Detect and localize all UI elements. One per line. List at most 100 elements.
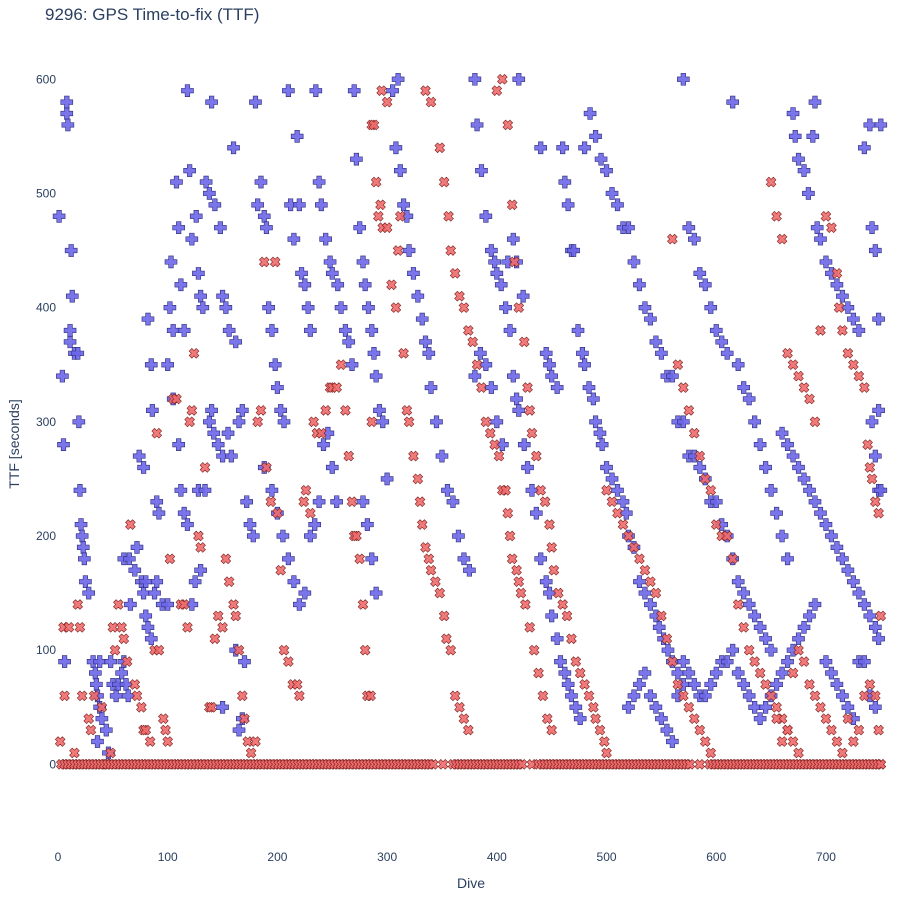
x-marker bbox=[195, 542, 206, 553]
cross-marker bbox=[709, 324, 723, 337]
cross-marker bbox=[132, 449, 146, 463]
cross-marker bbox=[847, 312, 860, 326]
cross-marker bbox=[770, 678, 783, 691]
cross-marker bbox=[144, 358, 158, 372]
cross-marker bbox=[268, 358, 282, 372]
cross-marker bbox=[104, 655, 117, 668]
x-marker bbox=[368, 119, 380, 131]
cross-marker bbox=[869, 449, 882, 463]
cross-marker bbox=[345, 358, 359, 372]
cross-marker bbox=[415, 312, 429, 326]
x-marker bbox=[72, 599, 84, 610]
x-marker bbox=[308, 416, 319, 428]
cross-marker bbox=[468, 72, 482, 86]
x-marker bbox=[425, 564, 437, 576]
cross-marker bbox=[494, 278, 508, 292]
x-marker bbox=[760, 679, 771, 690]
cross-marker bbox=[470, 118, 484, 132]
x-marker bbox=[162, 736, 174, 747]
cross-marker bbox=[194, 563, 207, 577]
cross-marker bbox=[698, 689, 712, 703]
x-marker bbox=[590, 713, 601, 724]
cross-marker bbox=[170, 175, 183, 189]
cross-marker bbox=[688, 678, 701, 691]
cross-marker bbox=[188, 575, 202, 588]
cross-marker bbox=[742, 392, 756, 406]
x-tick-label: 600 bbox=[706, 850, 726, 864]
x-marker bbox=[650, 587, 662, 599]
x-marker bbox=[217, 622, 228, 633]
x-marker bbox=[491, 85, 503, 96]
x-marker bbox=[497, 73, 508, 85]
y-tick-label: 500 bbox=[36, 186, 56, 200]
x-marker bbox=[370, 176, 382, 188]
cross-marker bbox=[222, 324, 236, 337]
x-marker bbox=[449, 268, 461, 279]
x-marker bbox=[683, 405, 695, 416]
x-marker bbox=[826, 724, 837, 736]
x-marker bbox=[96, 701, 108, 713]
cross-marker bbox=[764, 643, 778, 657]
x-marker bbox=[237, 690, 248, 702]
cross-marker bbox=[698, 278, 712, 292]
x-marker bbox=[467, 336, 478, 348]
x-marker bbox=[186, 405, 198, 416]
cross-marker bbox=[688, 232, 701, 246]
cross-marker bbox=[847, 575, 860, 588]
cross-marker bbox=[781, 438, 794, 451]
cross-marker bbox=[622, 221, 635, 234]
cross-marker bbox=[287, 232, 301, 246]
cross-marker bbox=[304, 324, 317, 337]
x-marker bbox=[278, 644, 290, 656]
cross-marker bbox=[284, 198, 297, 212]
cross-marker bbox=[545, 609, 558, 623]
x-marker bbox=[515, 587, 527, 599]
x-marker bbox=[694, 759, 706, 770]
cross-marker bbox=[150, 575, 164, 588]
cross-marker bbox=[325, 461, 339, 474]
x-marker bbox=[694, 450, 706, 462]
x-marker bbox=[109, 644, 121, 656]
x-marker bbox=[178, 599, 190, 610]
x-marker bbox=[252, 416, 263, 428]
x-marker bbox=[754, 667, 766, 679]
x-tick-label: 200 bbox=[267, 850, 287, 864]
x-marker bbox=[831, 736, 843, 747]
cross-marker bbox=[109, 689, 123, 703]
cross-marker bbox=[225, 449, 238, 463]
cross-marker bbox=[644, 598, 657, 611]
x-marker bbox=[437, 759, 449, 770]
x-marker bbox=[438, 176, 450, 188]
cross-marker bbox=[496, 438, 509, 451]
cross-marker bbox=[274, 404, 288, 417]
x-marker bbox=[463, 325, 474, 336]
cross-marker bbox=[649, 335, 663, 349]
cross-marker bbox=[365, 552, 379, 566]
x-marker bbox=[223, 576, 235, 587]
cross-marker bbox=[600, 461, 613, 474]
cross-marker bbox=[90, 678, 103, 691]
cross-marker bbox=[369, 586, 383, 600]
cross-marker bbox=[830, 541, 844, 554]
cross-marker bbox=[638, 666, 652, 680]
x-marker bbox=[131, 690, 143, 702]
x-marker bbox=[502, 507, 514, 519]
cross-marker bbox=[216, 449, 229, 463]
x-marker bbox=[594, 724, 606, 736]
cross-marker bbox=[139, 609, 153, 623]
x-tick-label: 400 bbox=[487, 850, 507, 864]
cross-marker bbox=[298, 278, 312, 292]
x-marker bbox=[656, 610, 667, 622]
x-marker bbox=[283, 656, 294, 667]
cross-marker bbox=[208, 198, 222, 212]
cross-marker bbox=[858, 655, 871, 668]
cross-marker bbox=[407, 267, 420, 280]
x-marker bbox=[518, 336, 530, 348]
x-marker bbox=[427, 759, 439, 770]
cross-marker bbox=[219, 301, 233, 314]
x-marker bbox=[875, 759, 887, 770]
cross-marker bbox=[576, 346, 589, 360]
cross-marker bbox=[192, 267, 205, 280]
x-marker bbox=[524, 622, 536, 633]
x-marker bbox=[574, 667, 586, 679]
